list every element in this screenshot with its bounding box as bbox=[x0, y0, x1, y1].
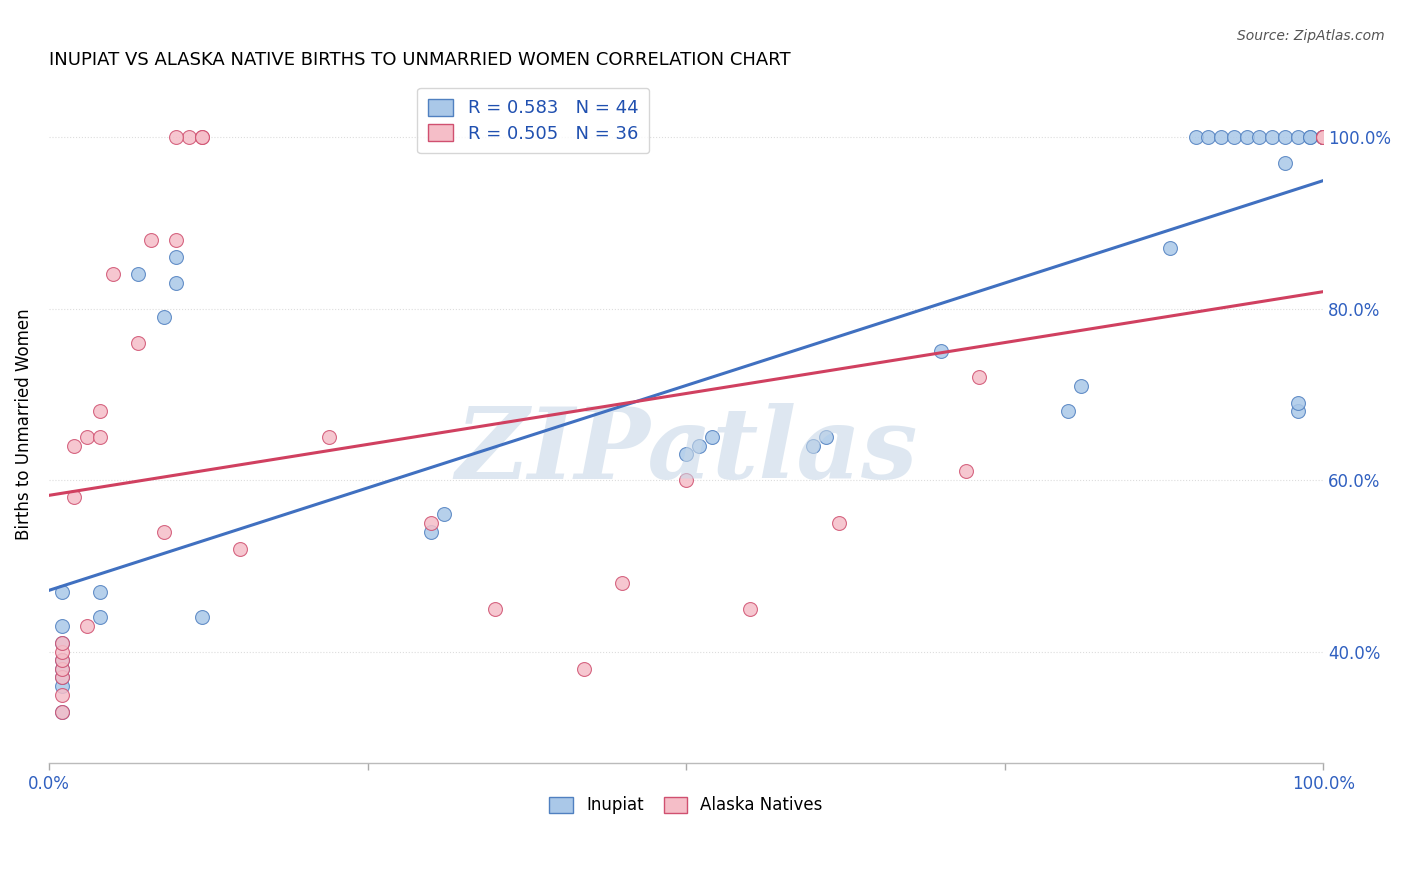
Point bbox=[1312, 130, 1334, 145]
Legend: Inupiat, Alaska Natives: Inupiat, Alaska Natives bbox=[541, 788, 831, 822]
Point bbox=[51, 645, 73, 659]
Point bbox=[51, 636, 73, 650]
Point bbox=[815, 430, 838, 444]
Point bbox=[1211, 130, 1233, 145]
Point bbox=[803, 439, 825, 453]
Point bbox=[152, 524, 174, 539]
Point bbox=[165, 276, 187, 290]
Point bbox=[1286, 396, 1309, 410]
Point bbox=[51, 619, 73, 633]
Point bbox=[1274, 155, 1296, 169]
Point bbox=[828, 516, 851, 530]
Point bbox=[51, 636, 73, 650]
Point bbox=[229, 541, 252, 556]
Text: INUPIAT VS ALASKA NATIVE BIRTHS TO UNMARRIED WOMEN CORRELATION CHART: INUPIAT VS ALASKA NATIVE BIRTHS TO UNMAR… bbox=[49, 51, 790, 69]
Point bbox=[51, 662, 73, 676]
Point bbox=[63, 439, 86, 453]
Point bbox=[1286, 404, 1309, 418]
Y-axis label: Births to Unmarried Women: Births to Unmarried Women bbox=[15, 309, 32, 541]
Point bbox=[139, 233, 162, 247]
Point bbox=[1312, 130, 1334, 145]
Point bbox=[89, 584, 111, 599]
Point bbox=[51, 670, 73, 684]
Point bbox=[1312, 130, 1334, 145]
Point bbox=[191, 130, 214, 145]
Point bbox=[675, 447, 697, 461]
Point bbox=[89, 430, 111, 444]
Point bbox=[738, 601, 761, 615]
Point bbox=[51, 653, 73, 667]
Point bbox=[1312, 130, 1334, 145]
Point bbox=[1274, 130, 1296, 145]
Point bbox=[1299, 130, 1322, 145]
Point bbox=[51, 679, 73, 693]
Point bbox=[191, 130, 214, 145]
Point bbox=[484, 601, 506, 615]
Point bbox=[1261, 130, 1284, 145]
Point bbox=[191, 610, 214, 624]
Point bbox=[76, 430, 98, 444]
Point bbox=[700, 430, 723, 444]
Point bbox=[688, 439, 710, 453]
Point bbox=[127, 267, 149, 281]
Point bbox=[1286, 130, 1309, 145]
Point bbox=[1249, 130, 1271, 145]
Point bbox=[433, 508, 456, 522]
Text: Source: ZipAtlas.com: Source: ZipAtlas.com bbox=[1237, 29, 1385, 43]
Point bbox=[420, 516, 443, 530]
Point bbox=[127, 335, 149, 350]
Text: ZIPatlas: ZIPatlas bbox=[456, 403, 917, 500]
Point bbox=[63, 490, 86, 504]
Point bbox=[179, 130, 201, 145]
Point bbox=[1312, 130, 1334, 145]
Point bbox=[152, 310, 174, 324]
Point bbox=[420, 524, 443, 539]
Point bbox=[165, 130, 187, 145]
Point bbox=[76, 619, 98, 633]
Point bbox=[1312, 130, 1334, 145]
Point bbox=[1184, 130, 1206, 145]
Point bbox=[51, 584, 73, 599]
Point bbox=[51, 705, 73, 719]
Point bbox=[165, 233, 187, 247]
Point bbox=[1070, 378, 1092, 392]
Point bbox=[1223, 130, 1246, 145]
Point bbox=[1312, 130, 1334, 145]
Point bbox=[318, 430, 340, 444]
Point bbox=[51, 662, 73, 676]
Point bbox=[89, 404, 111, 418]
Point bbox=[929, 344, 952, 359]
Point bbox=[1057, 404, 1080, 418]
Point bbox=[51, 705, 73, 719]
Point bbox=[165, 250, 187, 264]
Point bbox=[1198, 130, 1220, 145]
Point bbox=[675, 473, 697, 487]
Point bbox=[1236, 130, 1258, 145]
Point bbox=[101, 267, 124, 281]
Point bbox=[955, 465, 977, 479]
Point bbox=[967, 370, 990, 384]
Point bbox=[1159, 242, 1181, 256]
Point bbox=[612, 576, 634, 591]
Point bbox=[51, 653, 73, 667]
Point bbox=[1299, 130, 1322, 145]
Point bbox=[572, 662, 595, 676]
Point bbox=[51, 688, 73, 702]
Point bbox=[51, 670, 73, 684]
Point bbox=[89, 610, 111, 624]
